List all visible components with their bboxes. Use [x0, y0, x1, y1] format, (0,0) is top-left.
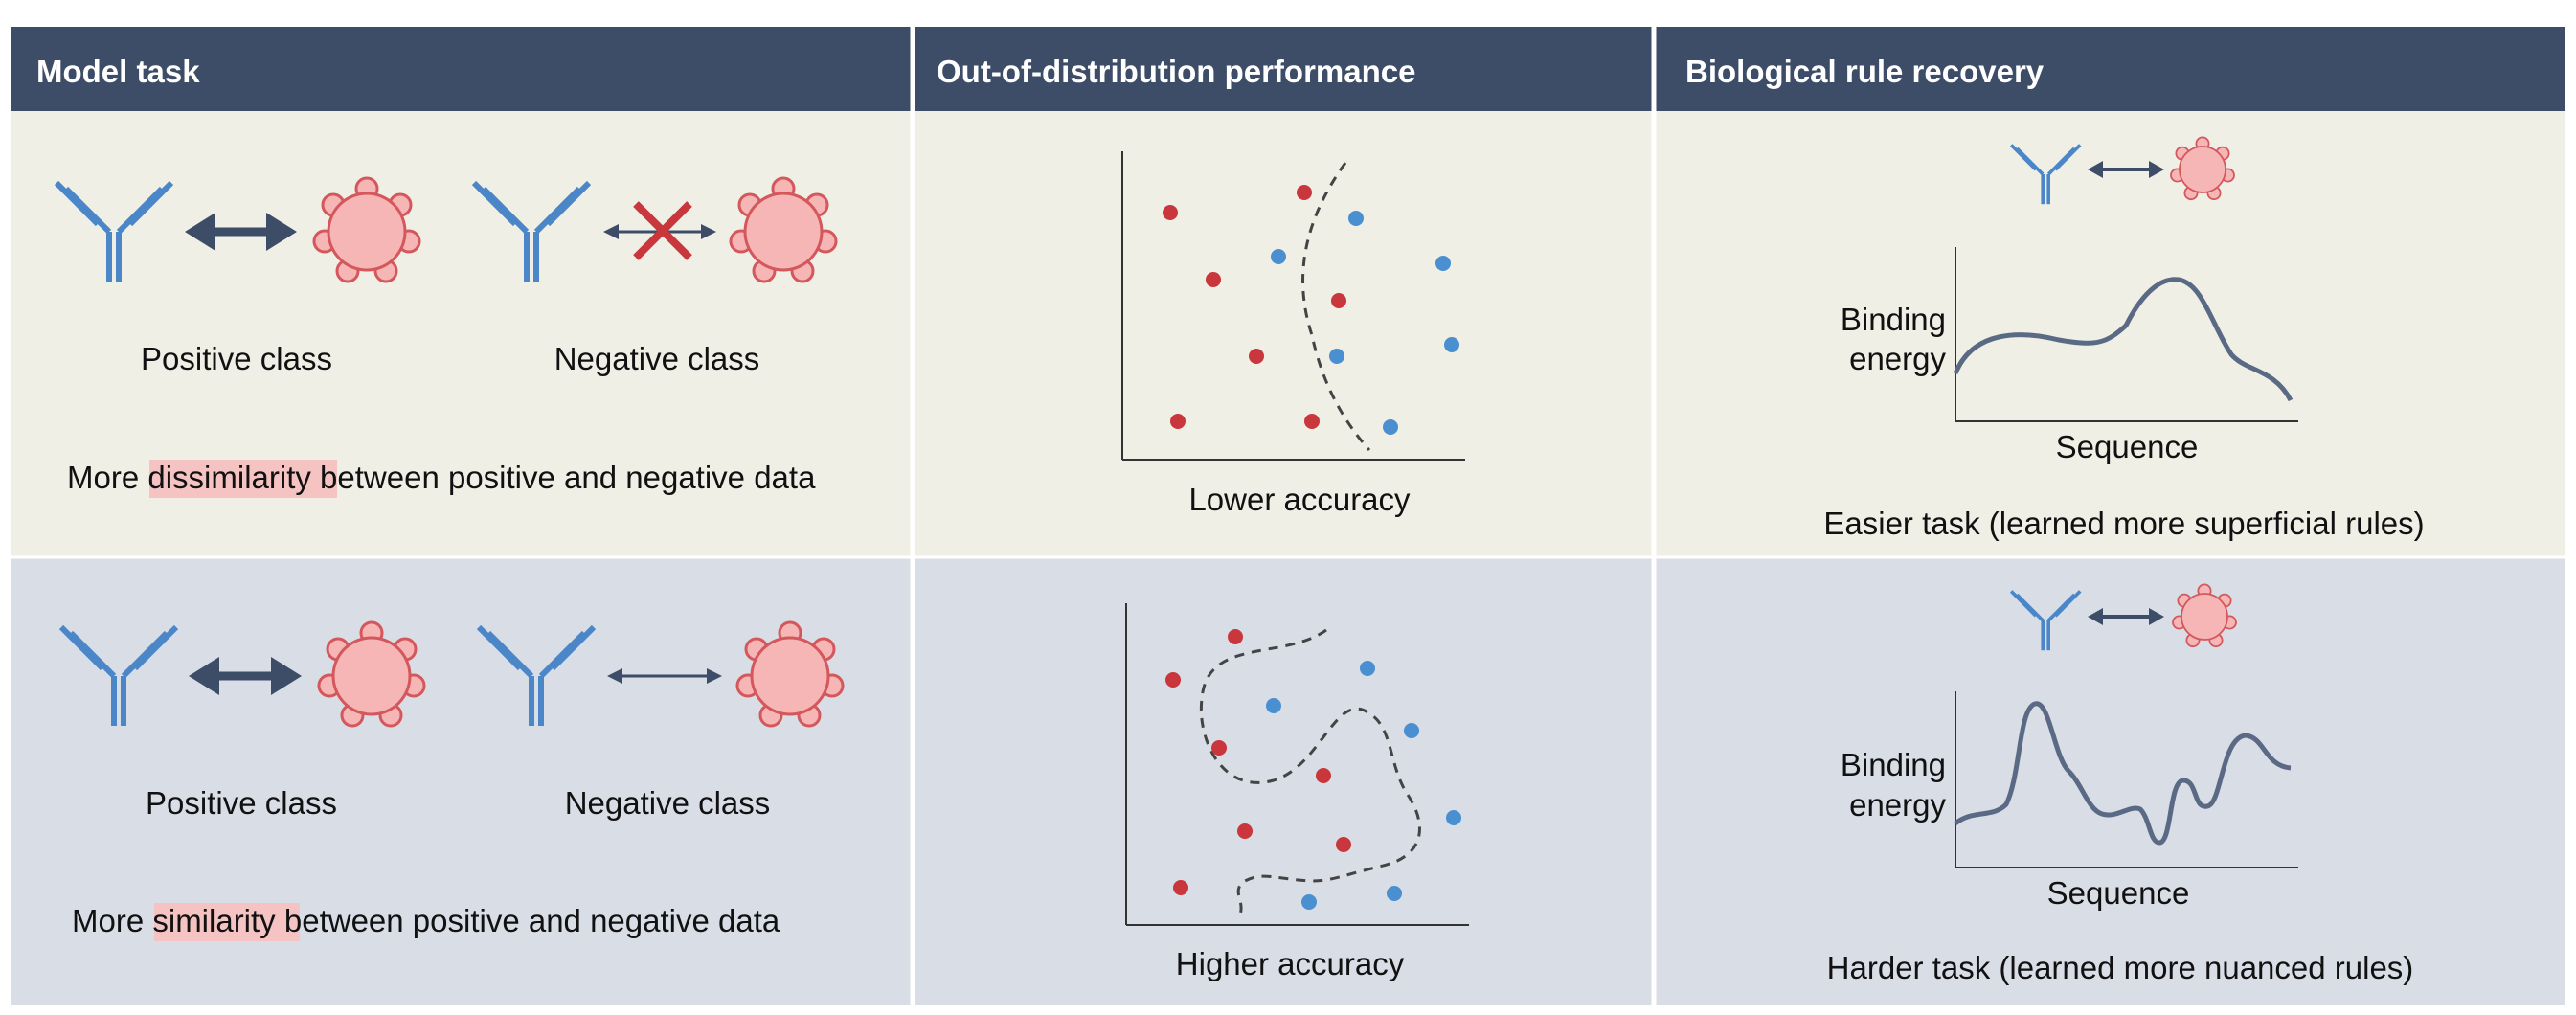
data-point-blue [1444, 337, 1459, 352]
data-point-red [1304, 414, 1320, 429]
decision-boundary [1301, 162, 1371, 452]
data-point-red [1206, 272, 1221, 287]
arrow-head-left-icon [189, 657, 219, 695]
data-point-blue [1271, 249, 1286, 264]
data-point-red [1297, 185, 1312, 200]
row-1-background [11, 111, 2565, 557]
accuracy-label: Higher accuracy [1176, 946, 1405, 981]
arrow-head-left-icon [607, 668, 622, 684]
x-axis-label: Sequence [2047, 875, 2190, 911]
data-point-red [1336, 837, 1351, 852]
positive-class-label: Positive class [141, 341, 332, 376]
data-point-blue [1266, 698, 1281, 713]
data-point-red [1173, 880, 1188, 895]
data-point-red [1249, 349, 1264, 364]
data-point-red [1228, 629, 1243, 644]
accuracy-label: Lower accuracy [1188, 482, 1411, 517]
data-point-blue [1360, 661, 1375, 676]
header-model-task: Model task [36, 54, 200, 89]
y-axis-label: energy [1849, 787, 1946, 823]
header-bar [11, 27, 2565, 111]
data-point-blue [1348, 211, 1364, 226]
task-label: Harder task (learned more nuanced rules) [1827, 950, 2414, 985]
data-point-blue [1446, 810, 1461, 825]
data-point-red [1316, 768, 1331, 783]
highlight-box [149, 460, 337, 498]
data-point-red [1331, 293, 1346, 308]
no-binding-cross-icon [633, 201, 692, 260]
arrow-head-left-icon [185, 213, 215, 251]
data-point-blue [1387, 886, 1402, 901]
arrow-head-right-icon [707, 668, 722, 684]
y-axis-label: Binding [1841, 302, 1946, 337]
arrow-head-left-icon [2088, 161, 2103, 178]
y-axis-label: energy [1849, 341, 1946, 376]
data-point-red [1165, 672, 1181, 688]
data-point-red [1170, 414, 1186, 429]
similarity-caption: More dissimilarity between positive and … [67, 460, 816, 495]
row-2-background [11, 557, 2565, 1005]
data-point-red [1211, 740, 1227, 756]
data-point-blue [1329, 349, 1344, 364]
data-point-red [1237, 823, 1253, 839]
arrow-head-right-icon [2149, 608, 2164, 625]
data-point-blue [1301, 894, 1317, 910]
energy-curve [1953, 277, 2294, 402]
arrow-head-right-icon [701, 224, 716, 239]
arrow-head-right-icon [271, 657, 302, 695]
header-ood-performance: Out-of-distribution performance [937, 54, 1415, 89]
negative-class-label: Negative class [565, 785, 771, 821]
similarity-caption: More similarity between positive and neg… [72, 903, 780, 938]
y-axis-label: Binding [1841, 747, 1946, 782]
arrow-head-left-icon [2088, 608, 2103, 625]
arrow-head-left-icon [603, 224, 619, 239]
positive-class-label: Positive class [146, 785, 337, 821]
highlight-box [154, 903, 300, 941]
arrow-head-right-icon [266, 213, 297, 251]
arrow-head-right-icon [2149, 161, 2164, 178]
x-axis-label: Sequence [2056, 429, 2199, 464]
data-point-blue [1404, 723, 1419, 738]
energy-curve [1954, 701, 2292, 846]
data-point-red [1163, 205, 1178, 220]
task-label: Easier task (learned more superficial ru… [1823, 506, 2424, 541]
negative-class-label: Negative class [554, 341, 760, 376]
data-point-blue [1435, 256, 1451, 271]
data-point-blue [1383, 419, 1398, 435]
header-rule-recovery: Biological rule recovery [1685, 54, 2045, 89]
